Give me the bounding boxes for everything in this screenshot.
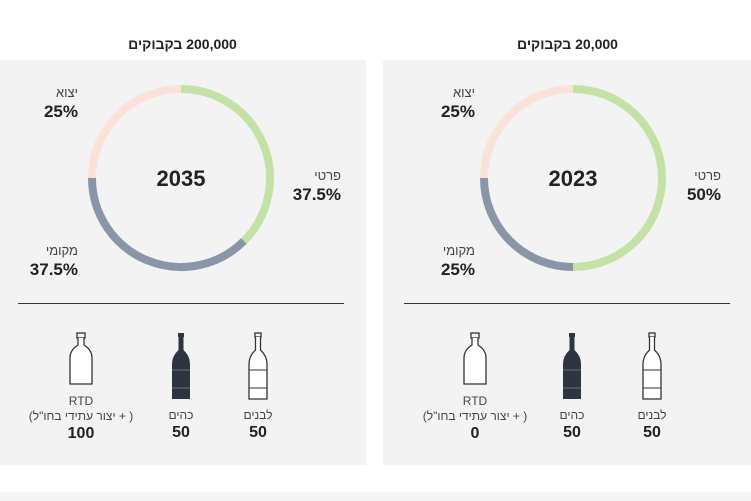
left-local-name: מקומי — [45, 243, 78, 258]
right-year: 2023 — [548, 166, 598, 191]
white-wine-bottle-icon — [642, 332, 662, 400]
left-year: 2035 — [156, 166, 206, 191]
right-bottle-red: כהים 50 — [512, 332, 632, 443]
left-divider — [18, 303, 344, 304]
rtd-bottle-icon — [69, 332, 93, 385]
right-export-name: יצוא — [452, 85, 475, 100]
donut-segment-export — [88, 85, 182, 179]
right-bottle-rtd: RTD ( + יצור עתידי בחו"ל) 0 — [415, 332, 535, 444]
white-wine-bottle-icon — [248, 332, 268, 400]
red-wine-bottle-icon — [563, 333, 581, 399]
left-rtd-name-line2: ( + יצור עתידי בחו"ל) — [28, 409, 134, 423]
left-donut-chart — [88, 85, 274, 271]
rtd-bottle-icon — [463, 332, 487, 385]
bottom-strip — [0, 492, 751, 501]
right-private-label: פרטי 50% — [687, 168, 721, 206]
left-bottle-red: כהים 50 — [121, 332, 241, 443]
donut-segment-private — [572, 85, 666, 271]
right-red-value: 50 — [563, 424, 581, 441]
right-private-name: פרטי — [694, 168, 721, 183]
right-bottle-white: לבנים 50 — [592, 332, 712, 443]
left-red-name: כהים — [168, 408, 194, 422]
left-white-name: לבנים — [243, 408, 273, 422]
right-red-name: כהים — [559, 408, 585, 422]
left-export-value: 25% — [43, 102, 78, 121]
right-panel-title: 20,000 בקבוקים — [517, 36, 618, 52]
right-export-value: 25% — [440, 102, 475, 121]
right-rtd-name: RTD ( + יצור עתידי בחו"ל) — [415, 394, 535, 424]
left-rtd-value: 100 — [67, 425, 95, 442]
left-private-value: 37.5% — [292, 185, 341, 204]
right-export-label: יצוא 25% — [441, 85, 475, 123]
right-divider — [404, 303, 730, 304]
donut-segment-export — [480, 85, 574, 179]
right-white-value: 50 — [643, 424, 661, 441]
right-local-value: 25% — [440, 260, 475, 279]
left-export-name: יצוא — [55, 85, 78, 100]
left-rtd-name-line1: RTD — [68, 394, 94, 408]
left-private-name: פרטי — [314, 168, 341, 183]
left-white-value: 50 — [249, 424, 267, 441]
left-private-label: פרטי 37.5% — [293, 168, 341, 206]
right-local-name: מקומי — [442, 243, 475, 258]
right-private-value: 50% — [686, 185, 721, 204]
left-rtd-name: RTD ( + יצור עתידי בחו"ל) — [21, 394, 141, 424]
left-local-label: מקומי 37.5% — [30, 243, 78, 281]
right-rtd-name-line2: ( + יצור עתידי בחו"ל) — [422, 409, 528, 423]
right-local-label: מקומי 25% — [441, 243, 475, 281]
right-rtd-value: 0 — [470, 425, 480, 442]
left-bottle-white: לבנים 50 — [198, 332, 318, 443]
right-panel: 2023 יצוא 25% פרטי 50% מקומי 25% לבנים 5… — [383, 60, 751, 465]
donut-segment-private — [180, 85, 274, 244]
right-white-name: לבנים — [637, 408, 667, 422]
donut-segment-local — [88, 177, 247, 271]
left-red-value: 50 — [172, 424, 190, 441]
donut-segment-local — [480, 177, 574, 271]
right-rtd-name-line1: RTD — [462, 394, 488, 408]
left-panel-title: 200,000 בקבוקים — [128, 36, 237, 52]
left-local-value: 37.5% — [29, 260, 78, 279]
left-panel: 2035 יצוא 25% פרטי 37.5% מקומי 37.5% לבנ… — [0, 60, 366, 465]
left-bottle-rtd: RTD ( + יצור עתידי בחו"ל) 100 — [21, 332, 141, 444]
left-export-label: יצוא 25% — [44, 85, 78, 123]
right-donut-chart — [480, 85, 666, 271]
red-wine-bottle-icon — [172, 333, 190, 399]
